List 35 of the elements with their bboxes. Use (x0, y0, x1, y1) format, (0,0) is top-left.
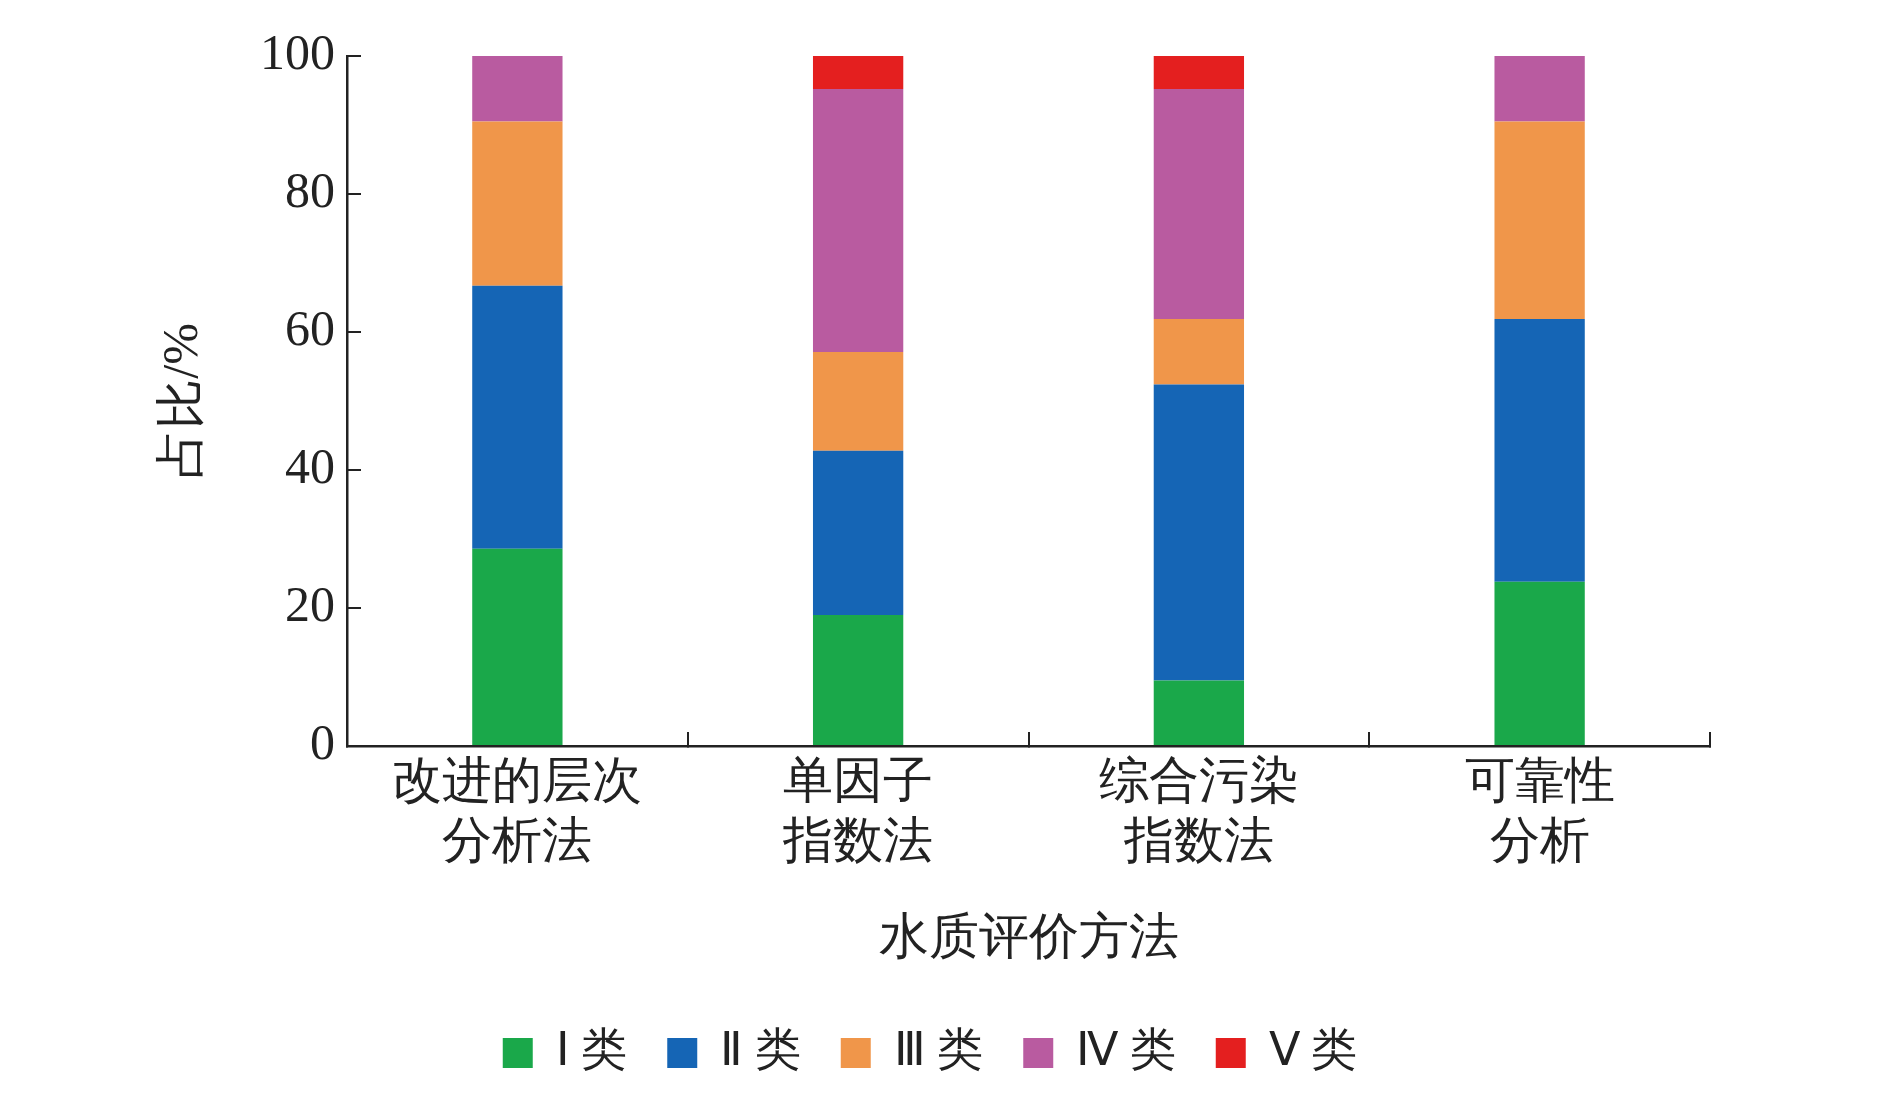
legend-label: Ⅲ 类 (893, 1024, 984, 1076)
legend-label: Ⅱ 类 (720, 1024, 801, 1076)
bar (1153, 89, 1245, 319)
bar (812, 352, 904, 451)
y-tick-label: 20 (285, 576, 335, 633)
y-tick-label: 40 (285, 438, 335, 495)
bar (812, 614, 904, 745)
bar (472, 121, 563, 286)
bar (472, 56, 563, 122)
x-axis-title: 水质评价方法 (878, 908, 1179, 965)
bar (472, 548, 563, 745)
y-tick-label: 100 (260, 24, 335, 81)
bar (1494, 318, 1585, 582)
bar (812, 450, 904, 615)
bar (812, 89, 904, 353)
y-tick-label: 0 (310, 714, 335, 771)
bar (1153, 384, 1245, 681)
y-tick-label: 80 (285, 162, 335, 219)
x-tick-label: 综合污染指数法 (1098, 752, 1299, 869)
x-tick-label: 单因子指数法 (782, 752, 934, 869)
bar (1494, 56, 1585, 122)
x-tick-label: 改进的层次分析法 (392, 752, 643, 869)
bar (472, 285, 563, 549)
bar (1153, 318, 1245, 385)
y-axis-title: 占比/% (152, 323, 209, 479)
legend-label: Ⅰ 类 (555, 1024, 628, 1076)
bar (812, 56, 904, 90)
legend-label: Ⅴ 类 (1268, 1024, 1358, 1076)
bar (1153, 56, 1245, 90)
bar (1494, 121, 1585, 319)
bar (1153, 680, 1245, 745)
x-tick-label: 可靠性分析 (1464, 752, 1615, 869)
y-tick-label: 60 (285, 300, 335, 357)
legend-label: Ⅳ 类 (1076, 1024, 1176, 1076)
bar (1494, 581, 1585, 745)
